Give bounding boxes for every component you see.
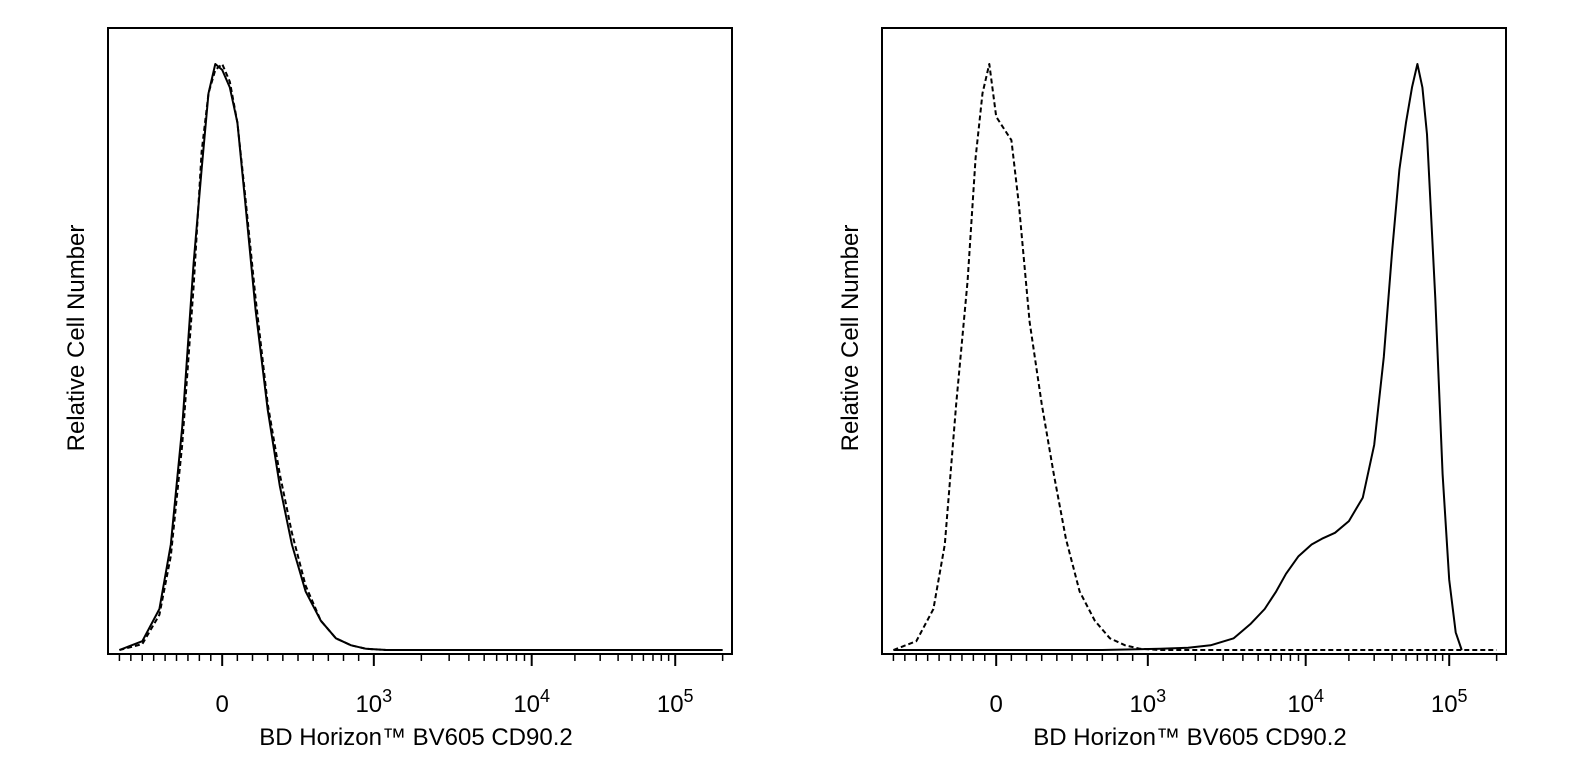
x-tick-label: 105 bbox=[1431, 686, 1468, 718]
x-minor-ticks bbox=[892, 654, 1498, 661]
x-tick-label: 103 bbox=[355, 686, 392, 718]
x-tick-label: 0 bbox=[216, 691, 229, 718]
plot-frame bbox=[881, 27, 1507, 655]
x-axis-label: BD Horizon™ BV605 CD90.2 bbox=[1033, 724, 1346, 751]
x-axis-label: BD Horizon™ BV605 CD90.2 bbox=[259, 724, 572, 751]
plot-frame bbox=[107, 27, 733, 655]
x-tick-label: 104 bbox=[513, 686, 550, 718]
series-line-solid bbox=[893, 63, 1463, 651]
x-tick-label: 105 bbox=[657, 686, 694, 718]
x-minor-ticks bbox=[118, 654, 724, 661]
series-group bbox=[119, 63, 723, 651]
y-axis-label: Relative Cell Number bbox=[63, 225, 90, 452]
x-major-ticks bbox=[995, 654, 1451, 666]
x-major-ticks bbox=[221, 654, 677, 666]
x-tick-labels: 0 103 104 105 bbox=[216, 686, 694, 718]
series-group bbox=[893, 63, 1497, 651]
series-line-solid bbox=[119, 63, 723, 651]
x-tick-labels: 0 103 104 105 bbox=[990, 686, 1468, 718]
y-axis-label: Relative Cell Number bbox=[837, 225, 864, 452]
x-tick-label: 0 bbox=[990, 691, 1003, 718]
x-tick-label: 104 bbox=[1287, 686, 1324, 718]
histogram-panel-left: 0 103 104 105 BD Horizon™ BV605 CD90.2 Rela… bbox=[63, 27, 733, 751]
x-tick-label: 103 bbox=[1129, 686, 1166, 718]
series-line-dashed bbox=[119, 63, 723, 651]
series-line-dashed bbox=[893, 63, 1497, 651]
histogram-panel-right: 0 103 104 105 BD Horizon™ BV605 CD90.2 Rela… bbox=[837, 27, 1507, 751]
